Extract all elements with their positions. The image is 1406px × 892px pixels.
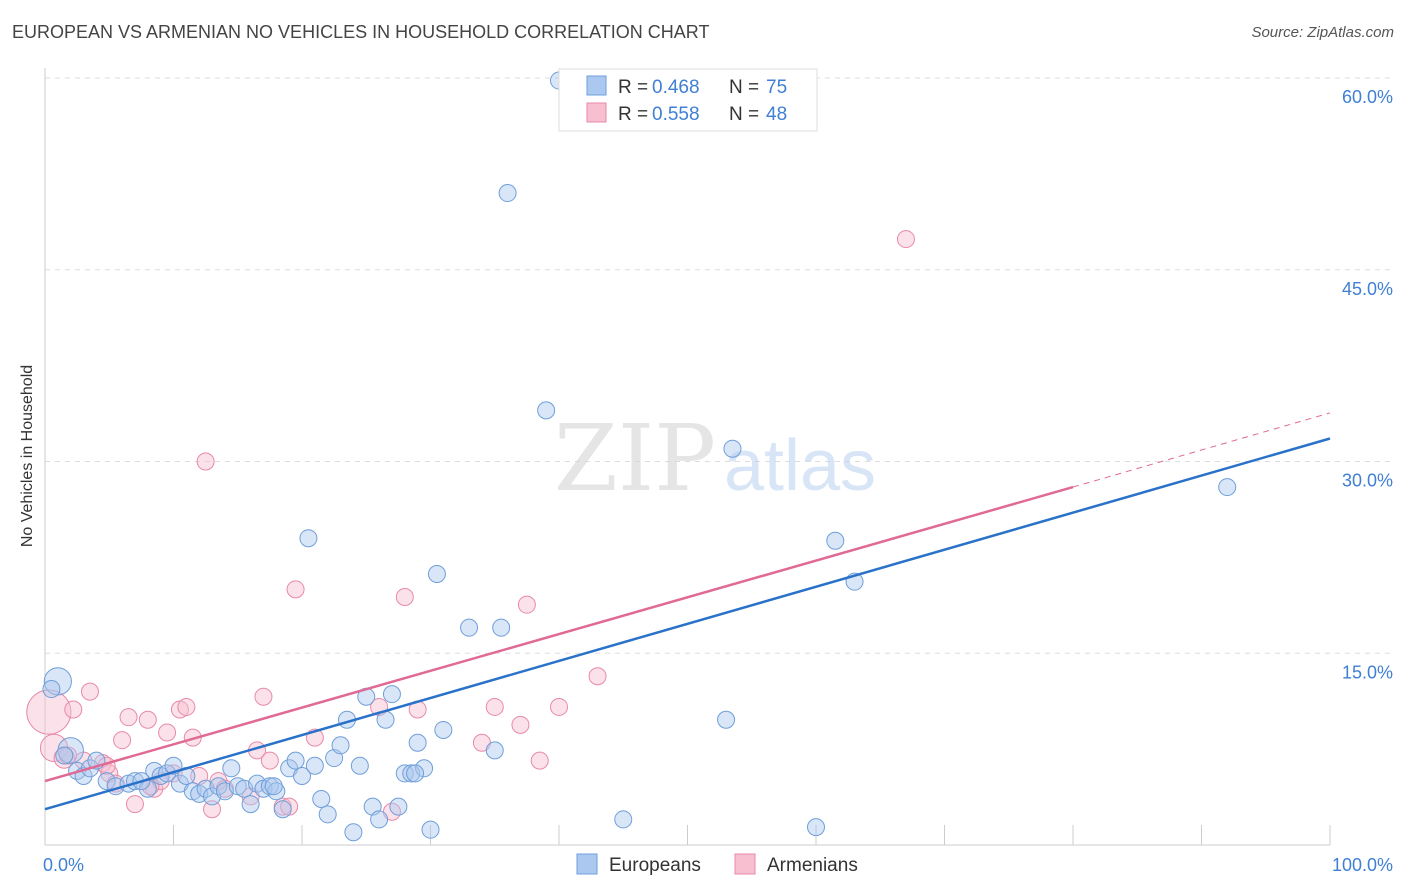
armenians-point (550, 697, 568, 716)
chart-title: EUROPEAN VS ARMENIAN NO VEHICLES IN HOUS… (12, 22, 710, 42)
x-tick-label: 0.0% (43, 855, 84, 875)
armenians-trend-line-extension (1072, 412, 1331, 488)
europeans-point (350, 756, 369, 775)
legend-r-label: R = (618, 104, 648, 125)
armenians-points (26, 230, 915, 821)
armenians-point (125, 795, 144, 814)
europeans-point (42, 680, 61, 699)
europeans-point (492, 618, 511, 637)
armenians-point (138, 710, 157, 729)
europeans-point (395, 764, 414, 783)
armenians-point (260, 751, 279, 770)
armenians-point (196, 452, 215, 471)
europeans-point (299, 529, 318, 548)
europeans-point (434, 720, 453, 739)
axes (44, 68, 1331, 846)
europeans-point (97, 772, 116, 791)
europeans-point (415, 759, 434, 778)
europeans-point (807, 818, 825, 837)
europeans-point (370, 810, 389, 829)
y-tick-label: 45.0% (1342, 279, 1393, 299)
europeans-point (614, 810, 633, 829)
europeans-point (264, 777, 283, 796)
europeans-point (241, 795, 260, 814)
armenians-point (80, 682, 99, 701)
europeans-point (723, 439, 742, 458)
trend-lines (44, 412, 1331, 811)
legend-r-label: R = (618, 77, 648, 98)
y-tick-label: 15.0% (1342, 662, 1393, 682)
legend-n-label: N = (729, 104, 759, 125)
europeans-point (305, 756, 324, 775)
europeans-point (408, 733, 427, 752)
europeans-point (498, 184, 517, 203)
europeans-point (267, 782, 286, 801)
grid (45, 77, 1395, 654)
armenians-point (26, 689, 72, 735)
europeans-point (55, 746, 74, 765)
armenians-point (517, 595, 536, 614)
europeans-point (286, 751, 305, 770)
legend-n-value: 75 (766, 77, 787, 98)
armenians-point (254, 687, 273, 706)
legend-n-value: 48 (766, 104, 787, 125)
watermark: ZIP atlas (554, 405, 876, 512)
armenians-point (896, 230, 915, 249)
armenians-point (119, 708, 138, 727)
legend: R = 0.468 N = 75 R = 0.558 N = 48 (558, 68, 818, 132)
armenians-point (511, 715, 530, 734)
europeans-point (312, 789, 331, 808)
europeans-point (485, 741, 504, 760)
source-label: Source: ZipAtlas.com (1251, 24, 1394, 41)
armenians-point (113, 731, 132, 750)
bottom-legend-armenians: Armenians (767, 855, 858, 876)
armenians-point (203, 800, 222, 819)
europeans-point (222, 759, 241, 778)
europeans-point (421, 820, 440, 839)
europeans-point (293, 766, 311, 785)
legend-swatch-armenians (586, 102, 607, 123)
armenians-point (485, 697, 504, 716)
bottom-legend: Europeans Armenians (576, 853, 858, 876)
europeans-trend-line (44, 437, 1331, 811)
x-tick-label: 100.0% (1332, 855, 1393, 875)
europeans-point (273, 800, 292, 819)
europeans-point (1218, 478, 1237, 497)
y-axis-label: No Vehicles in Household (19, 364, 36, 548)
legend-swatch-europeans (586, 75, 607, 96)
y-tick-label: 30.0% (1342, 471, 1393, 491)
europeans-point (382, 685, 401, 704)
bottom-legend-europeans: Europeans (609, 855, 701, 876)
europeans-point (537, 401, 556, 420)
europeans-point (717, 710, 736, 729)
legend-n-label: N = (729, 77, 759, 98)
bottom-legend-swatch-armenians (734, 853, 756, 875)
armenians-point (64, 700, 83, 719)
europeans-point (389, 797, 408, 816)
europeans-point (331, 736, 350, 755)
y-tick-label: 60.0% (1342, 87, 1393, 107)
europeans-point (406, 764, 425, 783)
legend-r-value: 0.468 (652, 77, 700, 98)
armenians-point (158, 723, 177, 742)
europeans-point (826, 531, 845, 550)
legend-r-value: 0.558 (652, 104, 700, 125)
europeans-point (344, 823, 363, 842)
watermark-atlas: atlas (724, 426, 876, 506)
armenians-point (530, 751, 549, 770)
armenians-point (395, 588, 414, 607)
armenians-point (177, 697, 196, 716)
bottom-legend-swatch-europeans (576, 853, 598, 875)
armenians-point (286, 580, 305, 599)
armenians-trend-line (44, 485, 1074, 783)
tick-labels: 15.0% 30.0% 45.0% 60.0% 0.0% 100.0% (43, 87, 1393, 875)
europeans-point (318, 805, 337, 824)
armenians-point (588, 667, 607, 686)
europeans-point (460, 618, 479, 637)
europeans-point (427, 564, 446, 583)
watermark-zip: ZIP (554, 405, 716, 512)
